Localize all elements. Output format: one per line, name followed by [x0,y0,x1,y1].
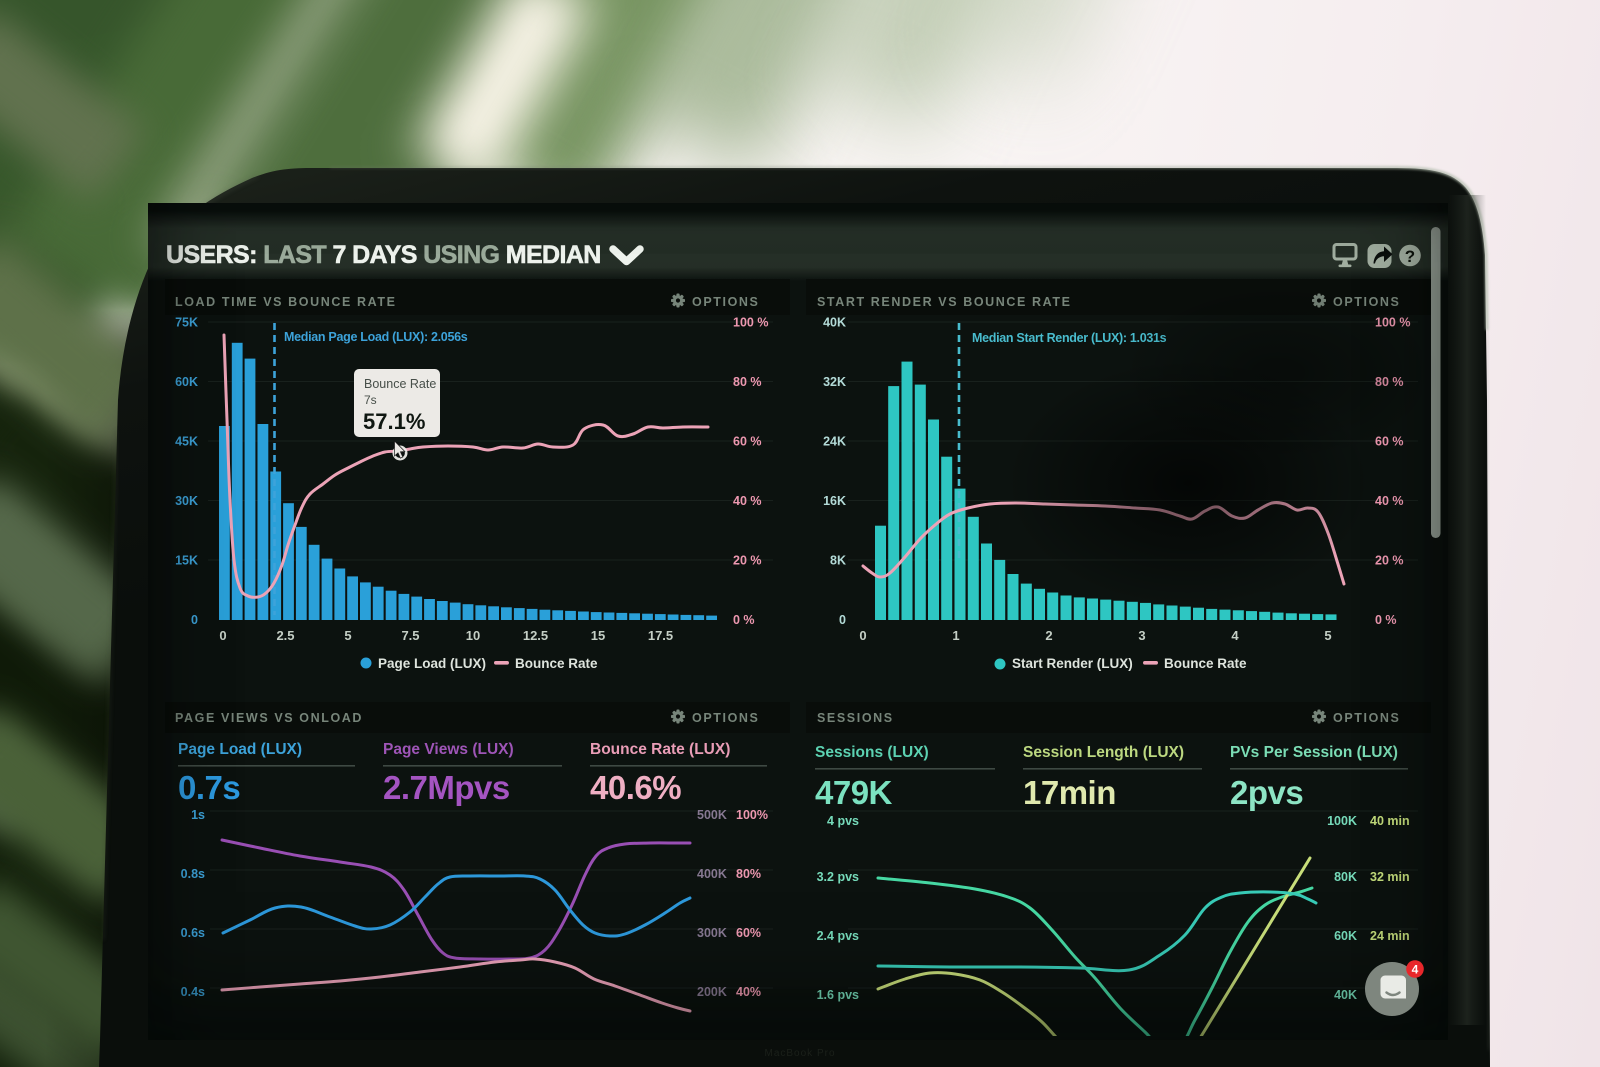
svg-text:400K: 400K [697,867,727,881]
svg-text:57.1%: 57.1% [363,409,425,434]
svg-text:5: 5 [344,628,351,643]
svg-text:0.6s: 0.6s [181,926,205,940]
svg-text:0.4s: 0.4s [181,985,205,999]
svg-text:16K: 16K [823,494,846,508]
svg-text:40 %: 40 % [733,494,762,508]
svg-text:OPTIONS: OPTIONS [692,295,759,309]
svg-text:17.5: 17.5 [648,628,673,643]
svg-text:500K: 500K [697,808,727,822]
svg-text:Page Load (LUX): Page Load (LUX) [178,741,302,758]
svg-text:Start Render (LUX): Start Render (LUX) [1012,656,1133,671]
svg-text:PVs Per Session (LUX): PVs Per Session (LUX) [1230,744,1398,761]
svg-text:40K: 40K [1334,988,1357,1002]
svg-text:2.7Mpvs: 2.7Mpvs [383,769,510,806]
svg-text:OPTIONS: OPTIONS [1333,711,1400,725]
svg-text:START RENDER VS BOUNCE RATE: START RENDER VS BOUNCE RATE [817,295,1072,309]
svg-text:24 min: 24 min [1370,929,1410,943]
svg-text:30K: 30K [175,494,198,508]
svg-text:40 min: 40 min [1370,814,1410,828]
svg-text:Bounce Rate (LUX): Bounce Rate (LUX) [590,741,730,758]
svg-text:LOAD TIME VS BOUNCE RATE: LOAD TIME VS BOUNCE RATE [175,295,397,309]
svg-text:60K: 60K [1334,929,1357,943]
svg-text:15K: 15K [175,554,198,568]
svg-text:60%: 60% [736,926,761,940]
svg-text:2.5: 2.5 [276,628,294,643]
svg-text:Median Page Load (LUX): 2.056s: Median Page Load (LUX): 2.056s [284,330,468,344]
svg-text:2.4 pvs: 2.4 pvs [817,929,859,943]
svg-text:7.5: 7.5 [401,628,419,643]
svg-text:479K: 479K [815,774,893,811]
svg-text:?: ? [1405,247,1415,266]
svg-text:32K: 32K [823,375,846,389]
svg-text:SESSIONS: SESSIONS [817,711,894,725]
svg-text:24K: 24K [823,435,846,449]
svg-text:0 %: 0 % [733,613,755,627]
svg-text:PAGE VIEWS VS ONLOAD: PAGE VIEWS VS ONLOAD [175,711,363,725]
svg-text:Bounce Rate: Bounce Rate [515,656,598,671]
svg-text:OPTIONS: OPTIONS [1333,295,1400,309]
svg-text:7s: 7s [364,393,377,407]
svg-text:60 %: 60 % [733,435,762,449]
svg-text:100%: 100% [736,808,768,822]
svg-text:12.5: 12.5 [523,628,548,643]
svg-text:0.8s: 0.8s [181,867,205,881]
svg-text:80 %: 80 % [733,375,762,389]
svg-text:75K: 75K [175,316,198,330]
svg-text:80K: 80K [1334,870,1357,884]
svg-text:0.7s: 0.7s [178,769,240,806]
svg-text:3.2 pvs: 3.2 pvs [817,870,859,884]
svg-text:60K: 60K [175,375,198,389]
svg-text:300K: 300K [697,926,727,940]
svg-text:32 min: 32 min [1370,870,1410,884]
svg-text:45K: 45K [175,435,198,449]
svg-text:4: 4 [1412,963,1419,977]
svg-text:0: 0 [191,613,198,627]
svg-text:10: 10 [466,628,480,643]
svg-text:Page Load (LUX): Page Load (LUX) [378,656,486,671]
svg-text:4 pvs: 4 pvs [827,814,859,828]
svg-text:20 %: 20 % [733,554,762,568]
svg-text:40.6%: 40.6% [590,769,681,806]
svg-text:Bounce Rate: Bounce Rate [364,377,436,391]
svg-text:OPTIONS: OPTIONS [692,711,759,725]
svg-text:80%: 80% [736,867,761,881]
svg-text:Page Views (LUX): Page Views (LUX) [383,741,514,758]
svg-text:0: 0 [839,613,846,627]
svg-text:2pvs: 2pvs [1230,774,1303,811]
svg-text:17min: 17min [1023,774,1116,811]
svg-text:0: 0 [219,628,226,643]
svg-text:Sessions (LUX): Sessions (LUX) [815,744,929,761]
svg-text:0: 0 [859,628,866,643]
svg-text:100K: 100K [1327,814,1357,828]
svg-text:Session Length (LUX): Session Length (LUX) [1023,744,1184,761]
svg-text:40K: 40K [823,316,846,330]
svg-text:100 %: 100 % [733,316,768,330]
svg-text:8K: 8K [830,554,846,568]
svg-text:1s: 1s [191,808,205,822]
svg-text:1.6 pvs: 1.6 pvs [817,988,859,1002]
svg-text:40%: 40% [736,985,761,999]
svg-text:15: 15 [591,628,605,643]
svg-text:Bounce Rate: Bounce Rate [1164,656,1247,671]
svg-text:200K: 200K [697,985,727,999]
